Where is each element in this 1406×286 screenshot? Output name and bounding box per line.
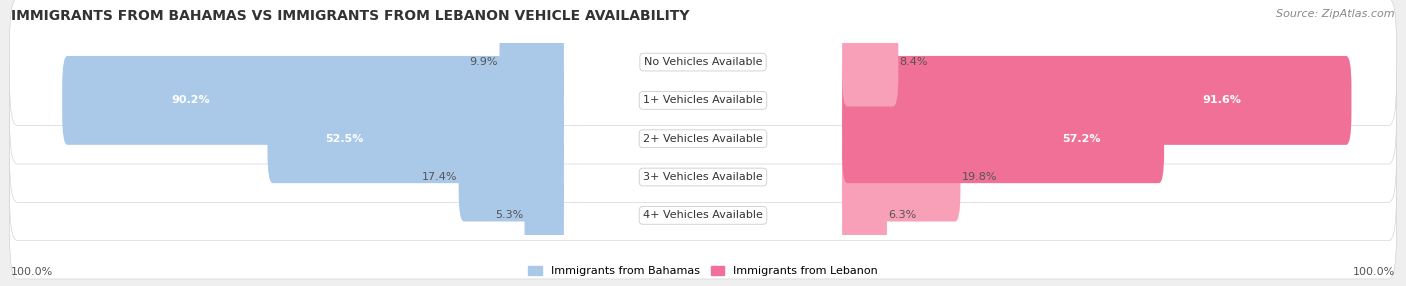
Text: 17.4%: 17.4%: [422, 172, 457, 182]
Text: 9.9%: 9.9%: [470, 57, 498, 67]
Text: 5.3%: 5.3%: [495, 210, 523, 220]
Text: 4+ Vehicles Available: 4+ Vehicles Available: [643, 210, 763, 220]
Text: 57.2%: 57.2%: [1062, 134, 1101, 144]
Text: 1+ Vehicles Available: 1+ Vehicles Available: [643, 96, 763, 105]
Text: 8.4%: 8.4%: [900, 57, 928, 67]
Text: 2+ Vehicles Available: 2+ Vehicles Available: [643, 134, 763, 144]
FancyBboxPatch shape: [267, 94, 564, 183]
FancyBboxPatch shape: [458, 133, 564, 221]
FancyBboxPatch shape: [842, 133, 960, 221]
FancyBboxPatch shape: [10, 37, 1396, 164]
Legend: Immigrants from Bahamas, Immigrants from Lebanon: Immigrants from Bahamas, Immigrants from…: [524, 261, 882, 281]
FancyBboxPatch shape: [10, 75, 1396, 202]
FancyBboxPatch shape: [842, 171, 887, 260]
Text: 6.3%: 6.3%: [889, 210, 917, 220]
FancyBboxPatch shape: [842, 94, 1164, 183]
FancyBboxPatch shape: [842, 18, 898, 106]
Text: 91.6%: 91.6%: [1202, 96, 1241, 105]
Text: 52.5%: 52.5%: [325, 134, 363, 144]
Text: 100.0%: 100.0%: [11, 267, 53, 277]
FancyBboxPatch shape: [10, 0, 1396, 126]
FancyBboxPatch shape: [842, 56, 1351, 145]
Text: 3+ Vehicles Available: 3+ Vehicles Available: [643, 172, 763, 182]
FancyBboxPatch shape: [10, 114, 1396, 241]
FancyBboxPatch shape: [499, 18, 564, 106]
Text: 19.8%: 19.8%: [962, 172, 997, 182]
FancyBboxPatch shape: [62, 56, 564, 145]
Text: No Vehicles Available: No Vehicles Available: [644, 57, 762, 67]
Text: 90.2%: 90.2%: [172, 96, 209, 105]
FancyBboxPatch shape: [524, 171, 564, 260]
Text: IMMIGRANTS FROM BAHAMAS VS IMMIGRANTS FROM LEBANON VEHICLE AVAILABILITY: IMMIGRANTS FROM BAHAMAS VS IMMIGRANTS FR…: [11, 9, 690, 23]
FancyBboxPatch shape: [10, 152, 1396, 279]
Text: 100.0%: 100.0%: [1353, 267, 1395, 277]
Text: Source: ZipAtlas.com: Source: ZipAtlas.com: [1277, 9, 1395, 19]
